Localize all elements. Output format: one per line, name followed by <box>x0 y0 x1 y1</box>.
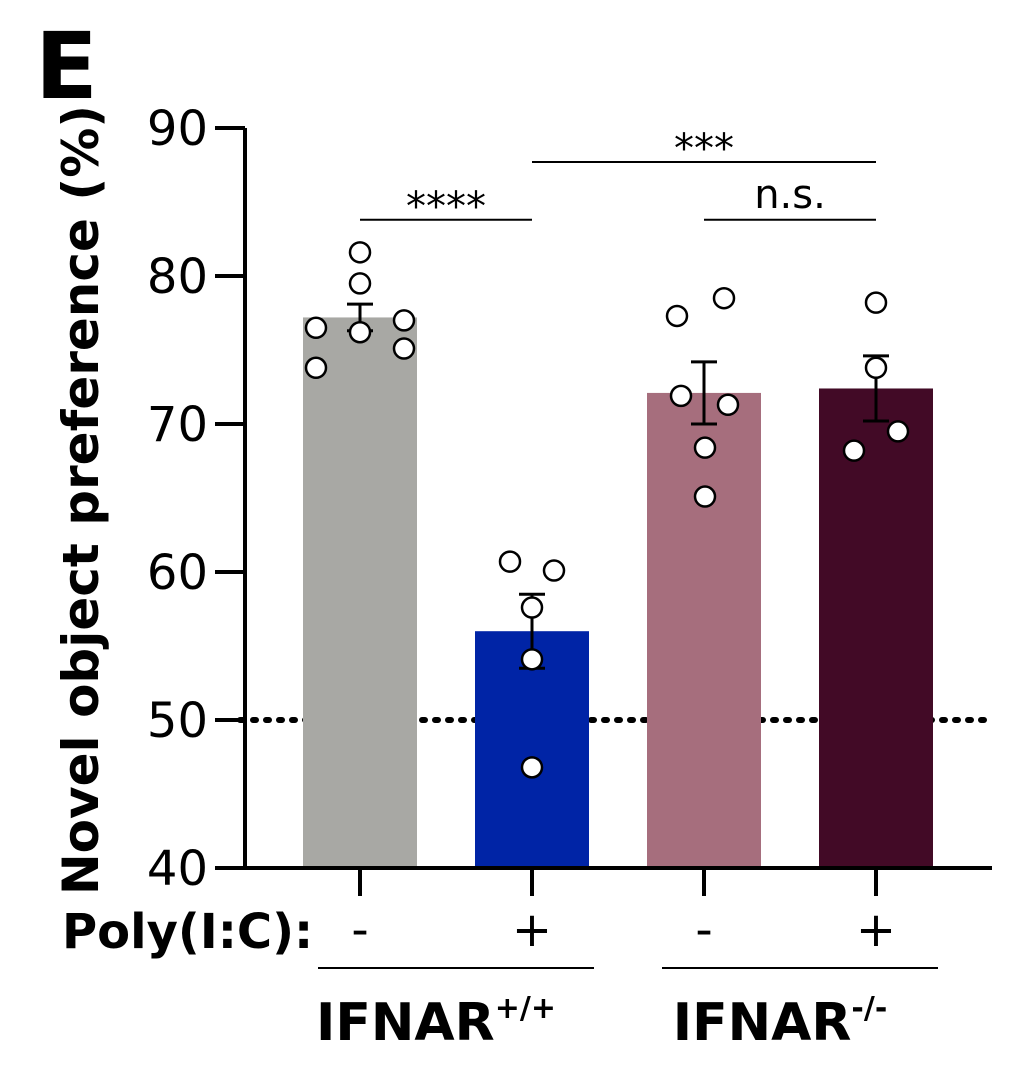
bar-3 <box>647 392 761 868</box>
y-tick-label-90: 90 <box>147 101 208 157</box>
bars-layer <box>303 317 933 868</box>
poly-ic-value-3: - <box>695 902 712 958</box>
significance-layer: *******n.s. <box>360 126 876 230</box>
error-bars-layer <box>347 302 889 670</box>
y-tick-label-50: 50 <box>147 693 208 749</box>
bar-1 <box>303 317 417 868</box>
bar-2 <box>475 631 589 868</box>
y-tick-label-60: 60 <box>147 545 208 601</box>
panel-letter: E <box>35 13 98 120</box>
significance-label-2: *** <box>674 126 734 172</box>
group-superscript-1: +/+ <box>495 991 556 1026</box>
data-point-4 <box>864 356 888 380</box>
group-superscript-2: -/- <box>851 991 887 1026</box>
data-point-1 <box>304 316 328 340</box>
significance-label-1: **** <box>406 184 486 230</box>
data-point-3 <box>712 286 736 310</box>
data-point-2 <box>498 550 522 573</box>
error-bar-3 <box>691 360 717 426</box>
data-point-1 <box>392 309 416 332</box>
data-point-4 <box>864 291 888 314</box>
data-point-3 <box>716 393 740 417</box>
data-point-2 <box>542 559 566 582</box>
poly-ic-row-label: Poly(I:C): <box>62 904 313 960</box>
axes-layer: 40 50 60 70 80 90 <box>147 101 992 897</box>
y-tick-label-70: 70 <box>147 397 208 453</box>
data-point-4 <box>842 439 866 462</box>
data-point-3 <box>665 304 689 328</box>
y-tick-label-40: 40 <box>147 841 208 897</box>
data-point-1 <box>304 356 328 380</box>
y-tick-label-80: 80 <box>147 249 208 305</box>
group-label-1: IFNAR+/+ <box>316 991 556 1053</box>
poly-ic-value-4: + <box>856 902 896 958</box>
data-point-3 <box>693 485 717 508</box>
data-point-3 <box>693 436 717 459</box>
data-point-3 <box>669 384 693 408</box>
data-point-2 <box>520 596 544 619</box>
condition-labels-layer: - + - + <box>351 902 896 958</box>
bar-4 <box>819 388 933 868</box>
poly-ic-value-1: - <box>351 902 368 958</box>
poly-ic-value-2: + <box>512 902 552 958</box>
data-point-1 <box>392 337 416 360</box>
y-axis-label: Novel object preference (%) <box>52 105 110 895</box>
data-point-1 <box>348 320 372 344</box>
group-labels-layer: IFNAR+/+ IFNAR-/- <box>316 967 938 1053</box>
data-point-4 <box>886 420 910 443</box>
data-point-1 <box>348 272 372 295</box>
group-label-2: IFNAR-/- <box>673 991 888 1053</box>
significance-label-3: n.s. <box>754 172 826 218</box>
data-point-2 <box>520 756 544 779</box>
data-point-2 <box>520 648 544 671</box>
data-point-1 <box>348 241 372 264</box>
data-points-layer <box>304 241 910 779</box>
